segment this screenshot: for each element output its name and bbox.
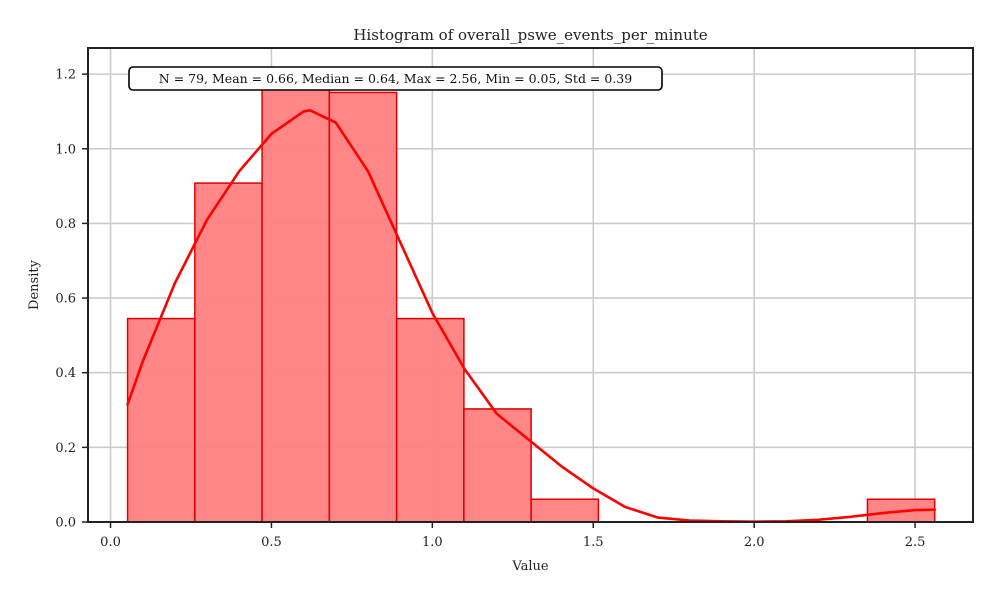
histogram-bar	[126, 317, 196, 523]
histogram-bar	[463, 408, 532, 523]
chart-title: Histogram of overall_pswe_events_per_min…	[353, 26, 707, 44]
y-tick-label: 0.0	[55, 516, 76, 531]
axes	[87, 47, 974, 523]
y-axis-ticks: 0.0 0.2 0.4 0.6 0.8 1.0 1.2	[55, 68, 88, 531]
histogram-bar	[194, 182, 263, 523]
x-tick-label: 2.5	[905, 535, 926, 550]
x-tick-label: 2.0	[744, 535, 765, 550]
y-axis-label: Density	[27, 259, 42, 310]
x-tick-label: 0.5	[261, 535, 282, 550]
x-axis-label: Value	[511, 559, 548, 574]
x-axis-ticks: 0.0 0.5 1.0 1.5 2.0 2.5	[100, 522, 925, 550]
plot-frame	[87, 47, 974, 523]
histogram-bar	[261, 86, 331, 523]
x-tick-label: 1.5	[583, 535, 604, 550]
histogram-bar	[328, 91, 398, 523]
stats-annotation: N = 79, Mean = 0.66, Median = 0.64, Max …	[128, 66, 663, 91]
x-tick-label: 1.0	[422, 535, 443, 550]
y-tick-label: 0.6	[55, 292, 76, 307]
y-tick-label: 1.0	[55, 142, 76, 157]
y-tick-label: 0.4	[55, 366, 76, 381]
x-tick-label: 0.0	[100, 535, 121, 550]
stats-annotation-text: N = 79, Mean = 0.66, Median = 0.64, Max …	[159, 71, 632, 86]
y-tick-label: 0.2	[55, 441, 76, 456]
y-tick-label: 0.8	[55, 217, 76, 232]
histogram-bar	[530, 498, 600, 523]
stats-annotation-box	[128, 66, 663, 91]
kde-curve	[126, 109, 936, 523]
y-tick-label: 1.2	[55, 68, 76, 83]
histogram-bar	[395, 317, 465, 523]
